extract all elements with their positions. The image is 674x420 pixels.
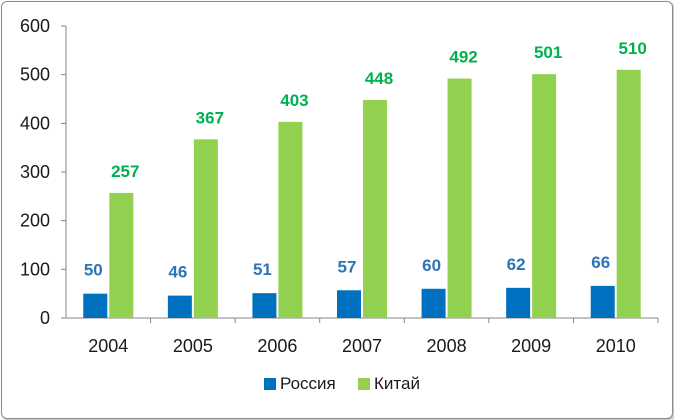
data-label: 501 bbox=[534, 43, 562, 62]
x-axis: 2004 2005 2006 2007 2008 2009 2010 bbox=[66, 317, 659, 356]
x-tick-label: 2005 bbox=[173, 336, 213, 356]
bar-china bbox=[193, 139, 218, 318]
bar-china bbox=[363, 99, 387, 319]
bar-russia bbox=[590, 285, 615, 318]
legend: Россия Китай bbox=[264, 374, 420, 393]
bar-china bbox=[532, 74, 557, 319]
data-label: 403 bbox=[280, 91, 308, 110]
data-label: 46 bbox=[168, 263, 187, 282]
bar-china bbox=[109, 192, 134, 318]
data-label: 51 bbox=[253, 260, 272, 279]
x-tick-label: 2009 bbox=[511, 336, 551, 356]
bar-russia bbox=[337, 290, 361, 318]
bars bbox=[83, 69, 641, 319]
bar-russia bbox=[506, 287, 531, 318]
legend-swatch bbox=[264, 378, 276, 390]
y-tick-label: 300 bbox=[20, 162, 50, 182]
y-tick-label: 500 bbox=[20, 65, 50, 85]
data-label: 367 bbox=[196, 108, 224, 127]
x-tick-label: 2006 bbox=[257, 336, 297, 356]
data-label: 448 bbox=[365, 69, 393, 88]
bar-china bbox=[616, 69, 641, 318]
y-tick-label: 200 bbox=[20, 211, 50, 231]
bar-russia bbox=[252, 293, 277, 318]
bar-china bbox=[278, 121, 303, 318]
data-label: 66 bbox=[591, 253, 610, 272]
x-tick-label: 2007 bbox=[342, 336, 382, 356]
data-label: 62 bbox=[507, 255, 526, 274]
y-axis: 0 100 200 300 400 500 600 bbox=[20, 16, 67, 328]
data-labels: 50 257 46 367 51 403 57 448 60 492 62 501 66 510 bbox=[84, 39, 647, 282]
data-label: 60 bbox=[422, 256, 441, 275]
x-tick-label: 2004 bbox=[88, 336, 128, 356]
y-tick-label: 100 bbox=[20, 259, 50, 279]
bar-russia bbox=[421, 288, 446, 318]
bar-russia bbox=[83, 293, 108, 318]
y-tick-label: 400 bbox=[20, 113, 50, 133]
y-tick-label: 600 bbox=[20, 16, 50, 36]
y-tick-label: 0 bbox=[40, 308, 50, 328]
x-tick-label: 2010 bbox=[596, 336, 636, 356]
legend-swatch bbox=[358, 378, 370, 390]
bar-russia bbox=[167, 295, 192, 318]
legend-label: Россия bbox=[280, 374, 336, 393]
x-tick-label: 2008 bbox=[427, 336, 467, 356]
data-label: 50 bbox=[84, 261, 103, 280]
bar-china bbox=[447, 78, 472, 318]
data-label: 510 bbox=[619, 39, 647, 58]
legend-label: Китай bbox=[374, 374, 420, 393]
data-label: 257 bbox=[111, 162, 139, 181]
data-label: 492 bbox=[449, 48, 477, 67]
data-label: 57 bbox=[338, 257, 357, 276]
